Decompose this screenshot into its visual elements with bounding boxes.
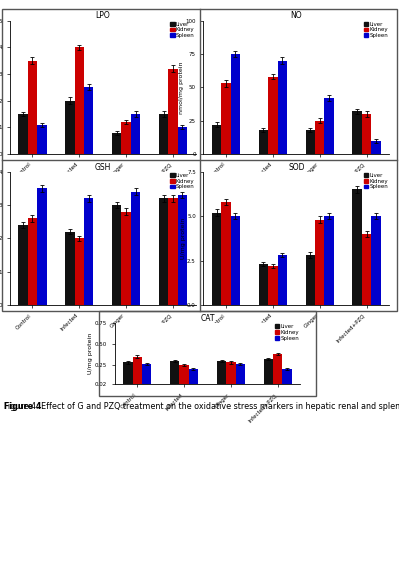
- Bar: [28, 60, 37, 154]
- Legend: Liver, Kidney, Spleen: Liver, Kidney, Spleen: [170, 21, 195, 39]
- Title: LPO: LPO: [95, 12, 110, 21]
- Bar: [131, 114, 140, 154]
- Legend: Liver, Kidney, Spleen: Liver, Kidney, Spleen: [274, 323, 300, 341]
- Bar: [142, 364, 151, 386]
- Bar: [18, 225, 28, 305]
- Bar: [37, 188, 47, 305]
- Bar: [268, 266, 278, 305]
- Text: Figure 4: Effect of G and PZQ treatment on the oxidative stress markers in hepat: Figure 4: Effect of G and PZQ treatment …: [4, 402, 399, 411]
- Bar: [268, 77, 278, 154]
- Bar: [121, 122, 131, 154]
- Bar: [278, 60, 287, 154]
- Title: GSH: GSH: [95, 163, 111, 171]
- Bar: [226, 363, 235, 386]
- Bar: [189, 369, 198, 386]
- Bar: [159, 198, 168, 305]
- Bar: [123, 363, 132, 386]
- Bar: [306, 255, 315, 305]
- Bar: [121, 212, 131, 305]
- Bar: [282, 369, 292, 386]
- Legend: Liver, Kidney, Spleen: Liver, Kidney, Spleen: [363, 21, 389, 39]
- Bar: [112, 205, 121, 305]
- Bar: [168, 198, 178, 305]
- Bar: [371, 216, 381, 305]
- Bar: [112, 133, 121, 154]
- Bar: [362, 114, 371, 154]
- Bar: [259, 264, 268, 305]
- Bar: [264, 359, 273, 386]
- Text: Figure 4: Figure 4: [4, 402, 41, 411]
- Legend: Liver, Kidney, Spleen: Liver, Kidney, Spleen: [170, 172, 195, 190]
- Bar: [168, 69, 178, 154]
- Title: SOD: SOD: [288, 163, 304, 171]
- Bar: [170, 361, 180, 386]
- Bar: [324, 216, 334, 305]
- Bar: [65, 100, 75, 154]
- Bar: [217, 361, 226, 386]
- Bar: [315, 121, 324, 154]
- Legend: Liver, Kidney, Spleen: Liver, Kidney, Spleen: [363, 172, 389, 190]
- Bar: [212, 212, 221, 305]
- Bar: [371, 141, 381, 154]
- Bar: [362, 234, 371, 305]
- Bar: [212, 124, 221, 154]
- Bar: [65, 232, 75, 305]
- Bar: [324, 98, 334, 154]
- Bar: [18, 114, 28, 154]
- Bar: [352, 112, 362, 154]
- Bar: [278, 255, 287, 305]
- Bar: [84, 198, 93, 305]
- Bar: [37, 124, 47, 154]
- Y-axis label: U/mg protein: U/mg protein: [181, 218, 186, 259]
- Bar: [221, 83, 231, 154]
- Bar: [259, 130, 268, 154]
- Bar: [159, 114, 168, 154]
- Bar: [84, 87, 93, 154]
- Title: CAT: CAT: [200, 313, 215, 323]
- Bar: [75, 47, 84, 154]
- Y-axis label: nmol/mg protein: nmol/mg protein: [179, 61, 184, 113]
- Bar: [28, 218, 37, 305]
- Title: NO: NO: [290, 12, 302, 21]
- Bar: [132, 356, 142, 386]
- Bar: [180, 365, 189, 386]
- Bar: [315, 220, 324, 305]
- Bar: [306, 130, 315, 154]
- Bar: [131, 192, 140, 305]
- Bar: [235, 364, 245, 386]
- Bar: [352, 190, 362, 305]
- Bar: [221, 202, 231, 305]
- Y-axis label: U/mg protein: U/mg protein: [89, 333, 93, 375]
- Bar: [231, 54, 240, 154]
- Bar: [178, 195, 187, 305]
- Bar: [231, 216, 240, 305]
- Bar: [273, 354, 282, 386]
- Bar: [178, 127, 187, 154]
- Bar: [75, 238, 84, 305]
